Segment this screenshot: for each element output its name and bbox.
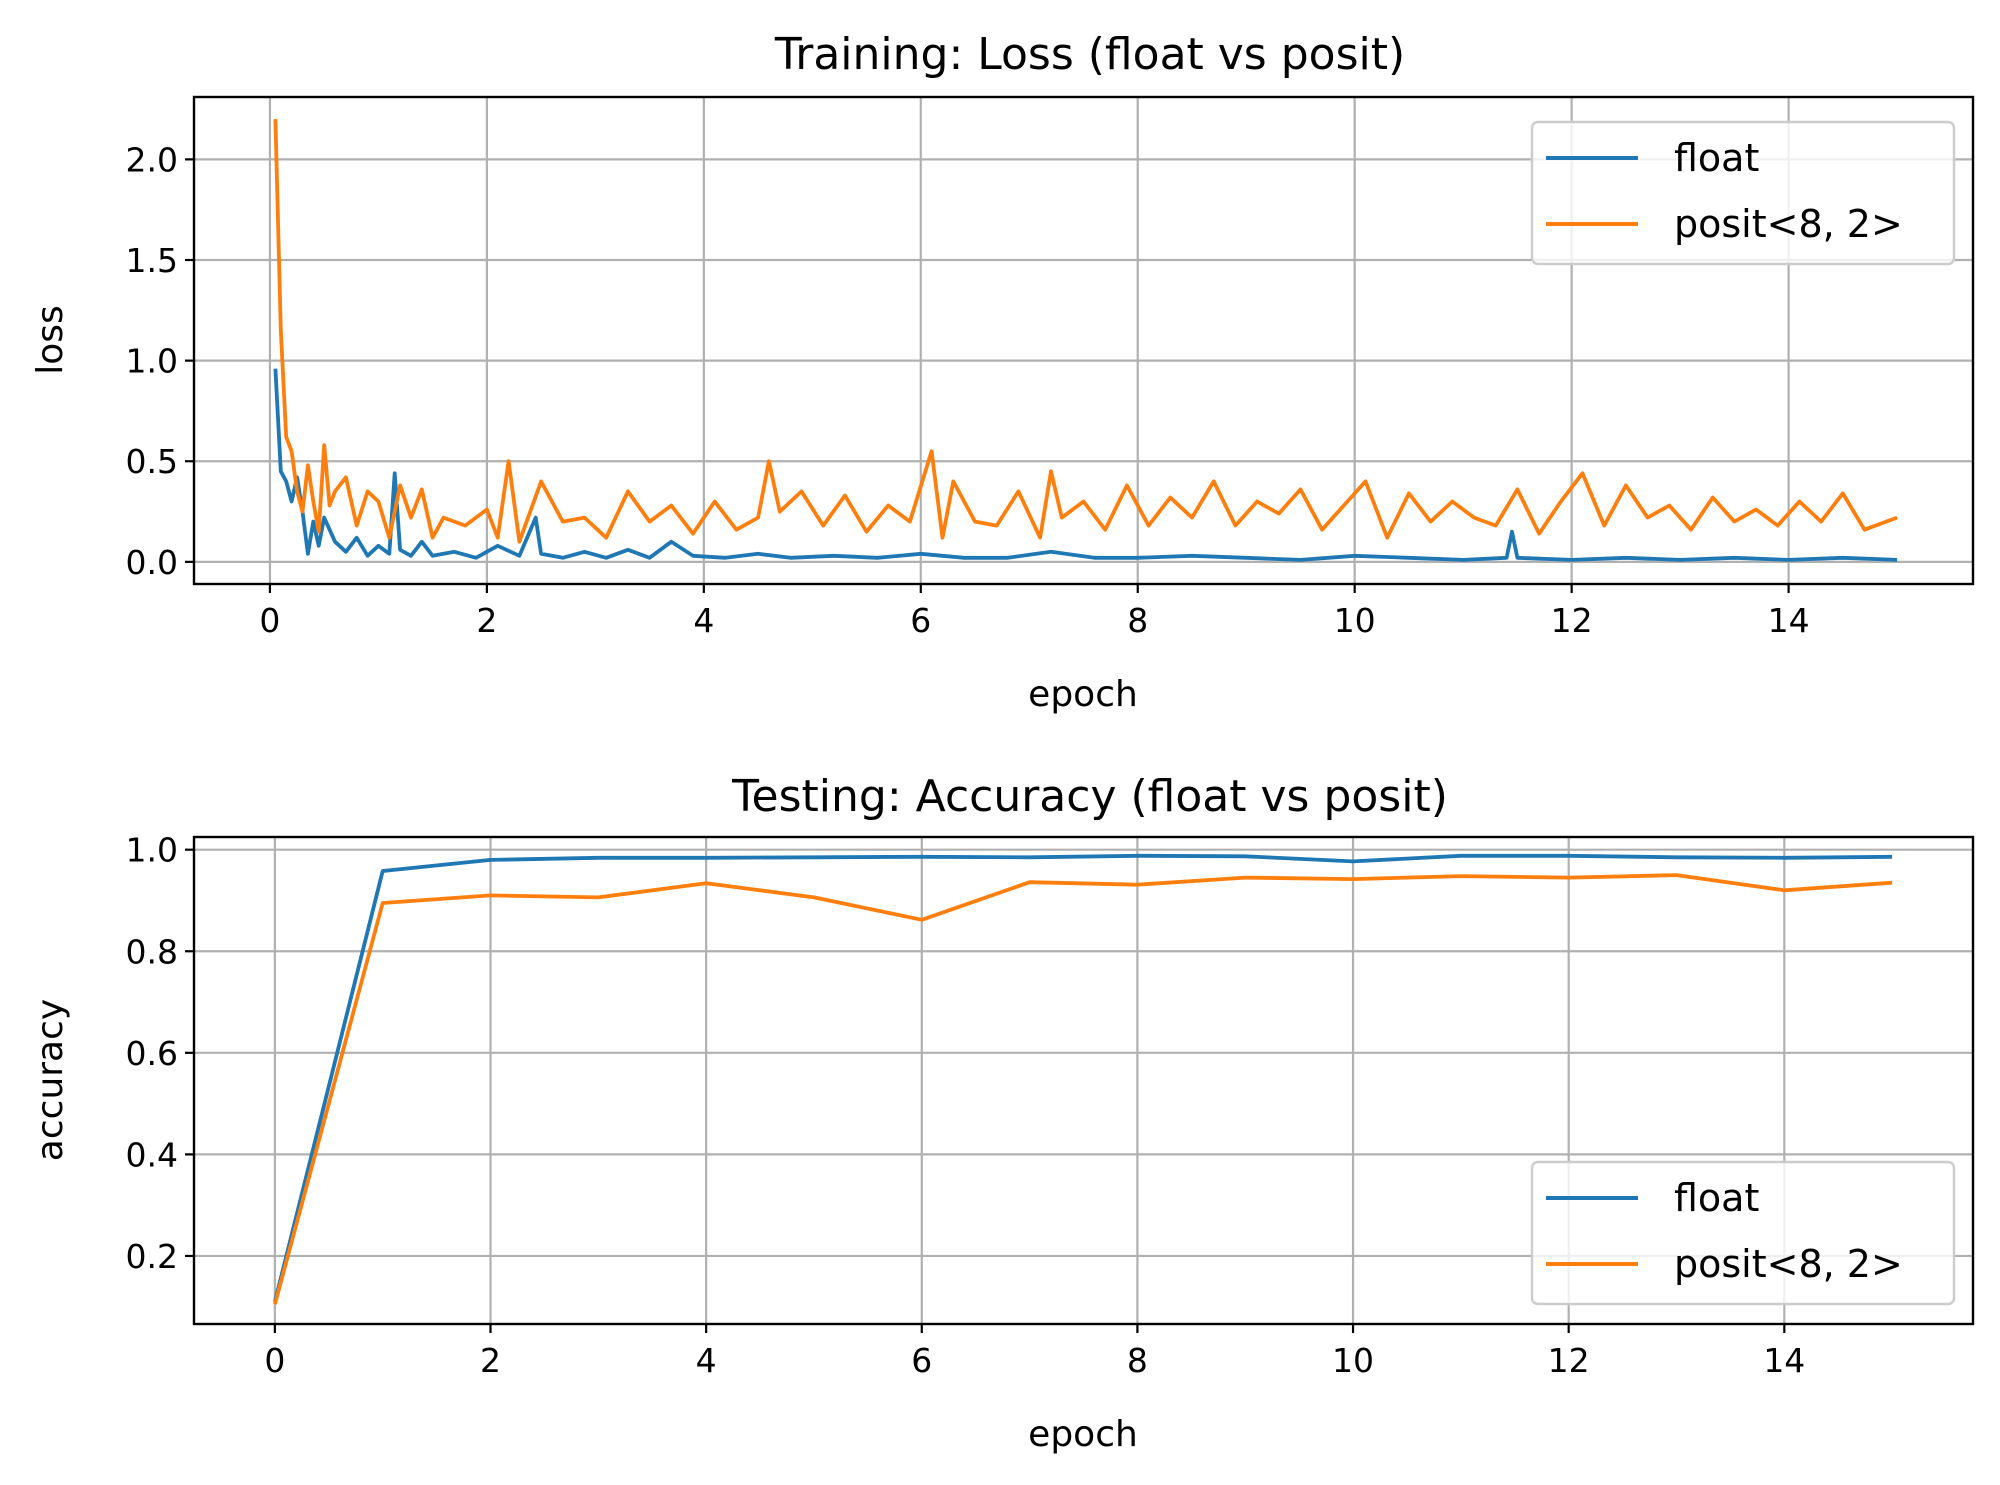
y-tick-label: 0.5 [126,442,178,481]
x-tick-label: 14 [1763,1341,1805,1380]
loss-chart: Training: Loss (float vs posit) 0 2 4 6 8 10 1… [30,29,1975,715]
x-tick-label: 4 [693,601,714,640]
x-tick-label: 10 [1334,601,1376,640]
x-tick-label: 2 [476,601,497,640]
legend-label: posit<8, 2> [1674,202,1903,246]
x-tick-label: 12 [1551,601,1593,640]
y-tick-label: 2.0 [126,140,178,179]
x-tick-label: 10 [1332,1341,1374,1380]
accuracy-chart: Testing: Accuracy (float vs posit) 0 2 4 6 8… [30,771,1975,1455]
x-tick-label: 4 [696,1341,717,1380]
accuracy-chart-ticks: 0 2 4 6 8 10 12 14 0.2 0.4 0.6 0.8 1.0 [126,831,1806,1380]
x-tick-label: 6 [911,1341,932,1380]
y-tick-label: 0.6 [126,1034,178,1073]
series-line-posit [273,873,1893,1305]
loss-chart-ticks: 0 2 4 6 8 10 12 14 0.0 0.5 1.0 1.5 2.0 [126,140,1810,640]
legend-label: float [1674,136,1759,180]
accuracy-chart-ylabel: accuracy [30,999,71,1161]
y-tick-label: 0.4 [126,1135,178,1174]
x-tick-label: 2 [480,1341,501,1380]
series-line-float [273,853,1893,1303]
loss-chart-ylabel: loss [30,305,71,375]
accuracy-chart-legend: float posit<8, 2> [1530,1160,1956,1306]
legend-label: posit<8, 2> [1674,1242,1903,1286]
loss-chart-title: Training: Loss (float vs posit) [774,29,1405,80]
series-line-posit [273,119,1898,544]
loss-chart-xlabel: epoch [1028,674,1138,715]
y-tick-label: 0.0 [126,543,178,582]
x-tick-label: 8 [1127,601,1148,640]
accuracy-chart-title: Testing: Accuracy (float vs posit) [731,771,1448,822]
x-tick-label: 0 [264,1341,285,1380]
x-tick-label: 8 [1127,1341,1148,1380]
series-line-float [273,368,1898,562]
accuracy-chart-xlabel: epoch [1028,1414,1138,1455]
loss-chart-frame [192,95,1975,586]
x-tick-label: 0 [259,601,280,640]
accuracy-chart-frame [192,835,1975,1326]
y-tick-label: 1.0 [126,831,178,870]
loss-chart-legend: float posit<8, 2> [1530,120,1956,266]
y-tick-label: 0.2 [126,1237,178,1276]
y-tick-label: 1.5 [126,241,178,280]
y-tick-label: 0.8 [126,932,178,971]
x-tick-label: 6 [910,601,931,640]
y-tick-label: 1.0 [126,342,178,381]
accuracy-chart-series [273,853,1893,1305]
x-tick-label: 12 [1548,1341,1590,1380]
legend-label: float [1674,1176,1759,1220]
loss-chart-series [273,119,1898,562]
x-tick-label: 14 [1768,601,1810,640]
